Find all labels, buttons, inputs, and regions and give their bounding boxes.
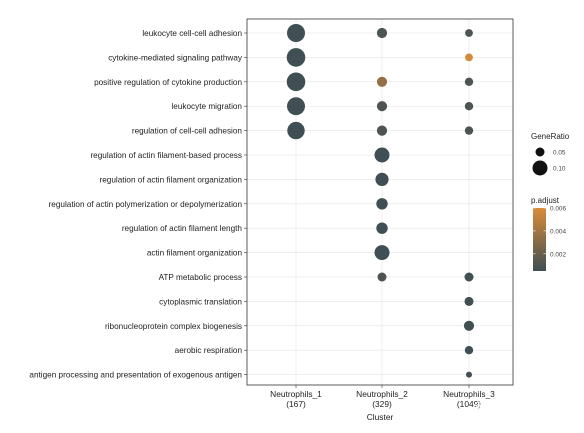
watermark-text: @稀土掘金技术社区: [473, 399, 572, 413]
data-point: [464, 126, 474, 135]
plot-panel-border: [246, 18, 514, 386]
y-tick-label: ATP metabolic process: [159, 273, 242, 282]
y-tick-label: regulation of actin filament length: [122, 224, 243, 233]
data-point: [375, 172, 389, 186]
y-tick-label: regulation of cell-cell adhesion: [132, 127, 243, 136]
size-legend-dot: [535, 147, 545, 157]
y-tick-label: regulation of actin polymerization or de…: [49, 200, 243, 209]
data-points: [286, 24, 475, 378]
data-point: [287, 97, 305, 116]
data-point: [464, 296, 474, 306]
y-tick-label: cytokine-mediated signaling pathway: [108, 53, 243, 62]
data-point: [377, 272, 387, 282]
data-point: [287, 24, 305, 42]
data-point: [374, 245, 390, 261]
data-point: [464, 346, 474, 355]
data-point: [464, 102, 474, 111]
color-legend-label: 0.006: [550, 206, 566, 213]
x-tick-label: Neutrophils_3: [443, 389, 495, 399]
data-point: [376, 76, 388, 87]
y-tick-label: leukocyte cell-cell adhesion: [142, 29, 242, 38]
data-point: [287, 121, 305, 140]
y-tick-label: ribonucleoprotein complex biogenesis: [105, 322, 242, 331]
data-point: [286, 48, 306, 67]
x-tick-count: (329): [372, 399, 392, 409]
y-tick-label: positive regulation of cytokine producti…: [94, 78, 242, 87]
color-legend-bar: [533, 208, 546, 271]
data-point: [376, 101, 388, 112]
y-tick-label: aerobic respiration: [175, 346, 243, 355]
y-tick-label: regulation of actin filament organizatio…: [100, 175, 243, 184]
data-point: [374, 147, 390, 163]
y-tick-label: leukocyte migration: [171, 102, 242, 111]
color-legend: p.adjust 0.002 0.004 0.006: [531, 196, 566, 271]
x-tick-count: (167): [286, 399, 306, 409]
data-point: [464, 77, 474, 87]
x-axis-title: Cluster: [367, 412, 394, 422]
data-point: [465, 29, 473, 37]
x-tick-count: (1049): [457, 399, 481, 409]
data-point: [466, 371, 472, 378]
data-point: [376, 125, 388, 136]
y-axis-ticks: leukocyte cell-cell adhesion cytokine-med…: [29, 29, 247, 380]
y-tick-label: antigen processing and presentation of e…: [29, 371, 242, 380]
data-point: [464, 272, 474, 282]
size-legend: GeneRatio 0.05 0.10: [531, 132, 570, 176]
color-legend-title: p.adjust: [531, 196, 560, 205]
data-point: [376, 198, 388, 210]
data-point: [376, 27, 388, 39]
data-point: [463, 320, 475, 331]
y-tick-label: regulation of actin filament-based proce…: [90, 151, 242, 160]
data-point: [376, 222, 388, 234]
y-tick-label: actin filament organization: [147, 249, 243, 258]
y-tick-label: cytoplasmic translation: [159, 297, 242, 306]
x-tick-label: Neutrophils_2: [356, 389, 408, 399]
color-legend-label: 0.002: [550, 251, 566, 258]
size-legend-label: 0.10: [553, 166, 566, 173]
x-tick-label: Neutrophils_1: [270, 389, 322, 399]
data-point: [465, 53, 473, 62]
x-axis-ticks: Neutrophils_1(167) Neutrophils_2(329) Neut…: [270, 385, 495, 409]
color-legend-label: 0.004: [550, 228, 566, 235]
size-legend-title: GeneRatio: [531, 132, 570, 141]
data-point: [286, 72, 306, 92]
size-legend-dot: [532, 160, 548, 176]
size-legend-label: 0.05: [553, 150, 566, 157]
